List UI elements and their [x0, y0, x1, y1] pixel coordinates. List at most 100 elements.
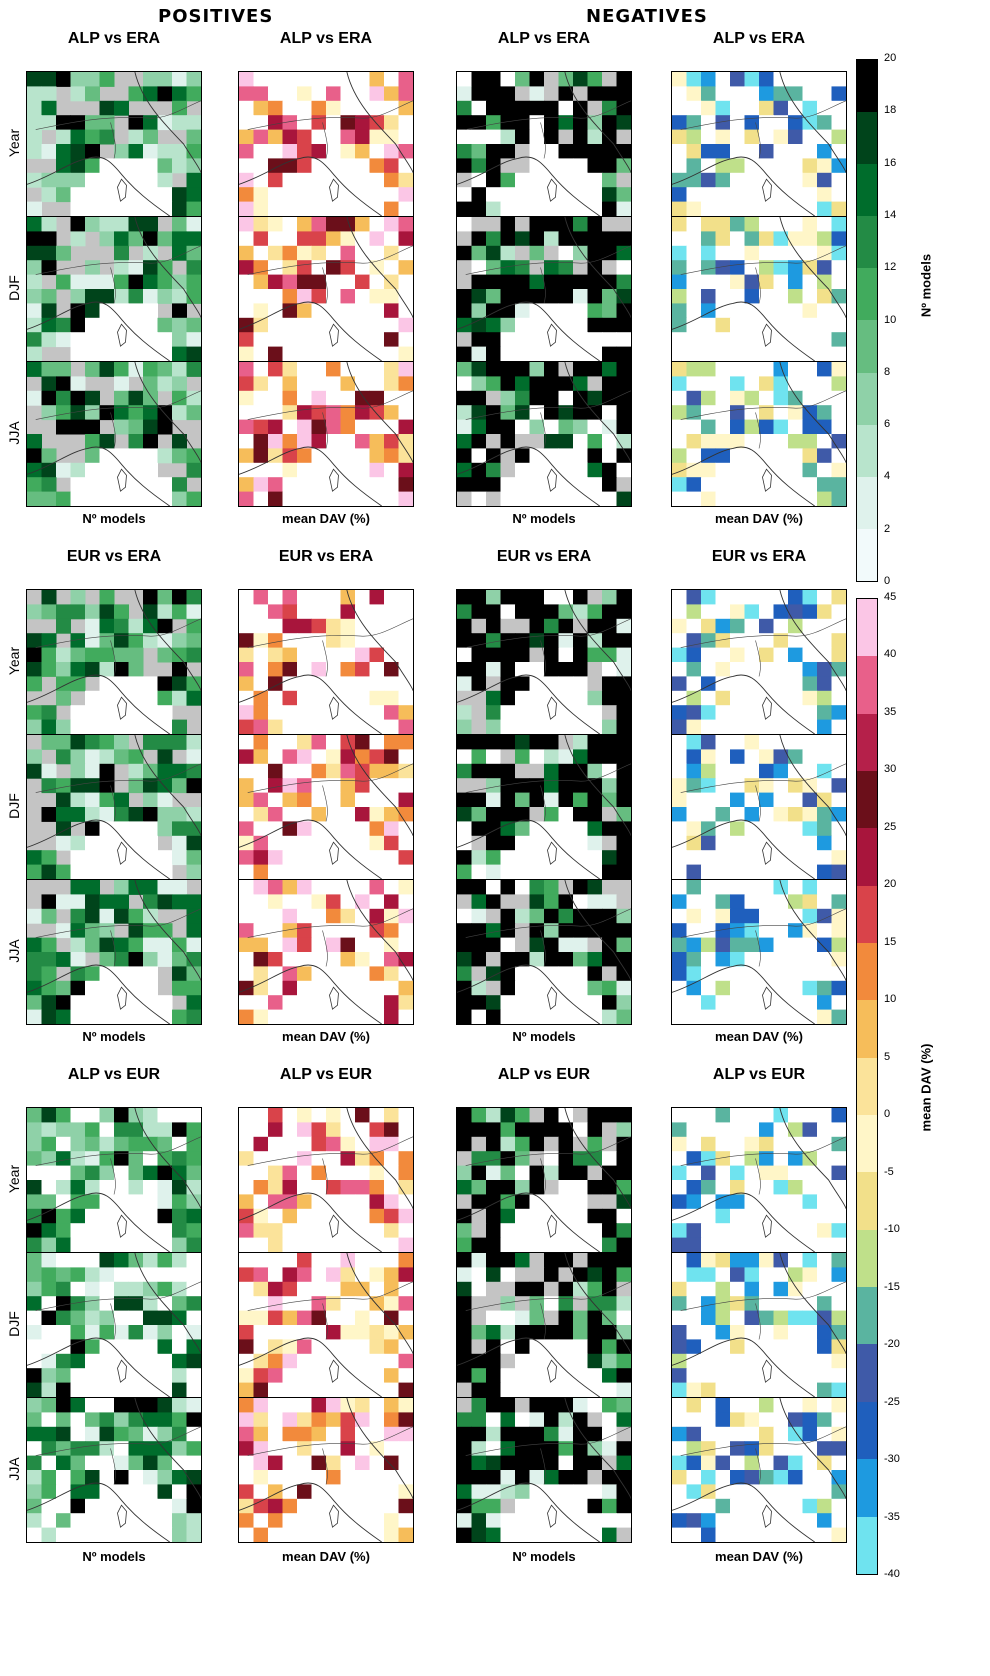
negatives-header: NEGATIVES [586, 6, 708, 27]
positives-header: POSITIVES [158, 6, 274, 27]
colorbar-tick-label: -5 [884, 1165, 894, 1178]
colorbar-segment [857, 656, 877, 714]
row-label-g1-r1: Year [6, 128, 22, 157]
colorbar-tick-label: 18 [884, 104, 897, 117]
panel-caption-g1-c1: Nº models [82, 511, 146, 526]
map-panel-g2-r2-c3 [456, 734, 632, 880]
map-panel-g2-r1-c3 [456, 589, 632, 735]
colorbar-segment [857, 60, 877, 113]
panel-caption-g1-c2: mean DAV (%) [282, 511, 370, 526]
row-label-g1-r2: DJF [6, 274, 22, 301]
colorbar-dav-title: mean DAV (%) [918, 1043, 934, 1132]
colorbar-tick-label: 10 [884, 313, 897, 326]
panel-title-g1-c4: ALP vs ERA [712, 30, 806, 47]
colorbar-models [856, 59, 878, 582]
colorbar-tick-label: 20 [884, 52, 897, 64]
map-panel-g1-r1-c3 [456, 71, 632, 217]
map-panel-g2-r2-c2 [238, 734, 414, 880]
colorbar-segment [857, 1229, 877, 1288]
colorbar-tick-label: 8 [884, 365, 891, 378]
map-panel-g2-r3-c2 [238, 879, 414, 1025]
panel-caption-g2-c4: mean DAV (%) [715, 1029, 803, 1044]
map-panel-g3-r2-c3 [456, 1252, 632, 1398]
row-label-g1-r3: JJA [6, 420, 22, 445]
colorbar-tick-label: 12 [884, 261, 897, 274]
map-panel-g1-r2-c1 [26, 216, 202, 362]
map-panel-g1-r1-c1 [26, 71, 202, 217]
colorbar-tick-label: -35 [884, 1510, 900, 1523]
map-panel-g1-r2-c4 [671, 216, 847, 362]
map-panel-g3-r3-c3 [456, 1397, 632, 1543]
panel-caption-g3-c3: Nº models [512, 1549, 576, 1564]
map-panel-g2-r1-c4 [671, 589, 847, 735]
colorbar-segment [857, 713, 877, 772]
panel-caption-g3-c4: mean DAV (%) [715, 1549, 803, 1564]
map-panel-g3-r1-c4 [671, 1107, 847, 1253]
colorbar-tick-label: -20 [884, 1338, 900, 1351]
map-panel-g2-r2-c4 [671, 734, 847, 880]
colorbar-segment [857, 164, 877, 217]
map-panel-g3-r2-c2 [238, 1252, 414, 1398]
map-panel-g3-r3-c4 [671, 1397, 847, 1543]
map-panel-g1-r1-c2 [238, 71, 414, 217]
colorbar-segment [857, 528, 877, 581]
colorbar-models-title: Nº models [918, 253, 934, 318]
row-label-g2-r3: JJA [6, 938, 22, 963]
colorbar-tick-label: 40 [884, 648, 897, 661]
colorbar-segment [857, 943, 877, 1001]
panel-caption-g2-c1: Nº models [82, 1029, 146, 1044]
map-panel-g2-r1-c1 [26, 589, 202, 735]
map-panel-g1-r2-c3 [456, 216, 632, 362]
panel-caption-g3-c2: mean DAV (%) [282, 1549, 370, 1564]
map-panel-g1-r2-c2 [238, 216, 414, 362]
panel-caption-g2-c3: Nº models [512, 1029, 576, 1044]
map-panel-g3-r1-c2 [238, 1107, 414, 1253]
colorbar-tick-label: 0 [884, 575, 891, 587]
panel-title-g2-c1: EUR vs ERA [66, 548, 162, 565]
colorbar-tick-label: 0 [884, 1108, 891, 1121]
colorbar-tick-label: -25 [884, 1395, 900, 1408]
panel-title-g2-c2: EUR vs ERA [278, 548, 374, 565]
panel-title-g3-c1: ALP vs EUR [67, 1066, 161, 1083]
panel-caption-g1-c4: mean DAV (%) [715, 511, 803, 526]
colorbar-segment [857, 885, 877, 944]
colorbar-tick-label: 14 [884, 208, 897, 221]
colorbar-segment [857, 1401, 877, 1460]
colorbar-segment [857, 1287, 877, 1345]
colorbar-segment [857, 268, 877, 321]
panel-title-g2-c3: EUR vs ERA [496, 548, 592, 565]
colorbar-tick-label: -15 [884, 1280, 900, 1293]
colorbar-tick-label: 16 [884, 156, 897, 169]
map-panel-g3-r3-c2 [238, 1397, 414, 1543]
panel-title-g3-c2: ALP vs EUR [279, 1066, 373, 1083]
row-label-g3-r1: Year [6, 1164, 22, 1193]
map-panel-g3-r2-c1 [26, 1252, 202, 1398]
panel-caption-g3-c1: Nº models [82, 1549, 146, 1564]
row-label-g3-r3: JJA [6, 1456, 22, 1481]
colorbar-segment [857, 112, 877, 165]
panel-title-g3-c3: ALP vs EUR [497, 1066, 591, 1083]
map-panel-g3-r1-c1 [26, 1107, 202, 1253]
colorbar-tick-label: 4 [884, 470, 891, 483]
colorbar-segment [857, 424, 877, 477]
colorbar-segment [857, 1344, 877, 1402]
colorbar-segment [857, 1057, 877, 1116]
map-panel-g2-r3-c1 [26, 879, 202, 1025]
colorbar-segment [857, 828, 877, 886]
panel-title-g2-c4: EUR vs ERA [711, 548, 807, 565]
colorbar-tick-label: -40 [884, 1568, 900, 1580]
colorbar-segment [857, 599, 877, 657]
map-panel-g3-r3-c1 [26, 1397, 202, 1543]
panel-caption-g1-c3: Nº models [512, 511, 576, 526]
colorbar-segment [857, 320, 877, 373]
colorbar-segment [857, 216, 877, 269]
map-panel-g2-r2-c1 [26, 734, 202, 880]
map-panel-g3-r2-c4 [671, 1252, 847, 1398]
colorbar-tick-label: -30 [884, 1453, 900, 1466]
colorbar-segment [857, 1459, 877, 1517]
map-panel-g2-r1-c2 [238, 589, 414, 735]
map-panel-g1-r3-c4 [671, 361, 847, 507]
colorbar-segment [857, 372, 877, 425]
panel-title-g1-c3: ALP vs ERA [497, 30, 591, 47]
colorbar-segment [857, 1000, 877, 1058]
